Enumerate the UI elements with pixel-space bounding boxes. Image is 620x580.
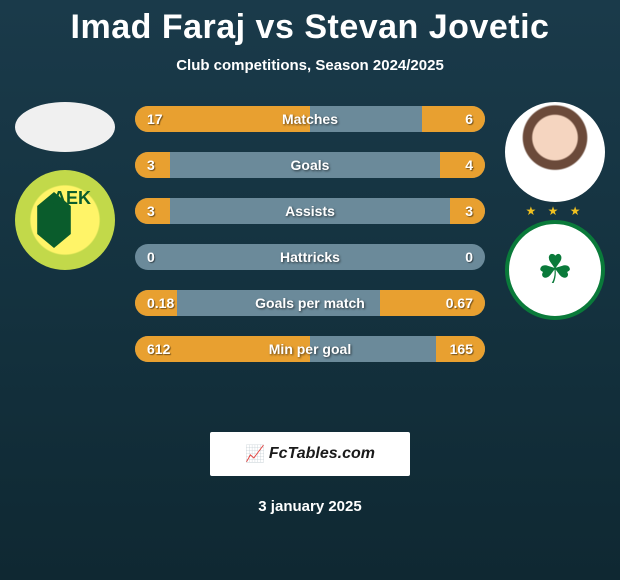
content-area: AEK ★ ★ ★ ☘ 176Matches 34Goals 33Assists 00… [0,102,620,402]
player-right-club-wrap: ★ ★ ★ ☘ [505,220,605,320]
club-left-abbr: AEK [53,188,91,209]
page-title: Imad Faraj vs Stevan Jovetic [0,8,620,47]
stat-bar: 176Matches [135,106,485,132]
stat-bar: 34Goals [135,152,485,178]
stat-label: Min per goal [135,336,485,362]
shamrock-icon: ☘ [537,250,573,290]
stat-label: Goals per match [135,290,485,316]
player-left-photo [15,102,115,152]
stat-bar: 612165Min per goal [135,336,485,362]
stat-label: Assists [135,198,485,224]
club-right-stars-icon: ★ ★ ★ [505,204,605,218]
stat-label: Hattricks [135,244,485,270]
chart-icon: 📈 [245,444,265,464]
brand-text: FcTables.com [269,445,375,463]
brand-badge: 📈 FcTables.com [210,432,410,476]
stat-bars: 176Matches 34Goals 33Assists 00Hattricks 0.1… [135,106,485,362]
stat-bar: 0.180.67Goals per match [135,290,485,316]
stat-label: Matches [135,106,485,132]
comparison-infographic: Imad Faraj vs Stevan Jovetic Club compet… [0,0,620,580]
date-text: 3 january 2025 [0,498,620,515]
player-left-column: AEK [10,102,120,270]
player-right-club-logo: ☘ [505,220,605,320]
subtitle: Club competitions, Season 2024/2025 [0,57,620,74]
stat-bar: 33Assists [135,198,485,224]
player-right-photo [505,102,605,202]
player-right-column: ★ ★ ★ ☘ [500,102,610,320]
stat-bar: 00Hattricks [135,244,485,270]
stat-label: Goals [135,152,485,178]
player-left-club-logo: AEK [15,170,115,270]
